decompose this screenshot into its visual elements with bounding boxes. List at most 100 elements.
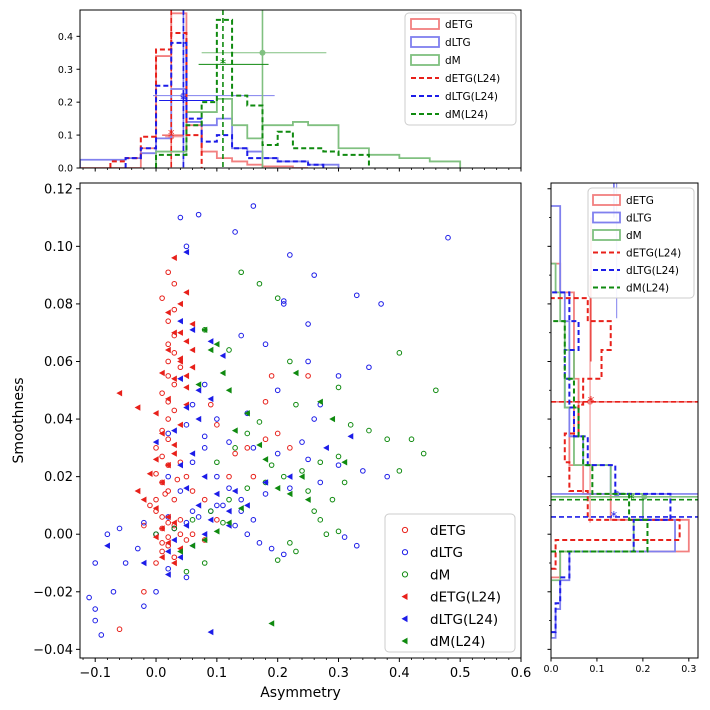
point-dltg xyxy=(165,430,171,437)
legend-marker xyxy=(401,615,408,623)
point-dltg xyxy=(262,491,269,497)
right-median-marker: * xyxy=(611,510,618,525)
point-dltg xyxy=(226,439,232,445)
point-detg xyxy=(153,470,159,477)
point-dm xyxy=(299,468,305,474)
point-dltg xyxy=(153,588,159,595)
right-hist-step xyxy=(551,320,649,553)
point-dltg xyxy=(189,459,196,466)
point-dltg xyxy=(189,401,196,408)
legend-marker xyxy=(401,637,408,645)
point-detg xyxy=(177,364,184,371)
right-x-axis: 0.0 0.1 0.2 0.3 xyxy=(543,658,696,675)
point-dltg xyxy=(122,560,129,566)
point-dltg xyxy=(214,502,220,509)
point-dml24 xyxy=(304,496,311,503)
top-legend-swatch xyxy=(410,54,440,66)
point-dltg xyxy=(335,373,342,379)
point-detg xyxy=(159,453,165,460)
point-detgl24 xyxy=(165,539,171,547)
right-legend-label: dLTG xyxy=(626,213,652,225)
point-dm xyxy=(341,479,348,486)
top-hist-step xyxy=(155,97,462,168)
right-legend-label: dM(L24) xyxy=(626,283,669,295)
right-legend-swatch xyxy=(592,211,621,224)
main-scatter-panel: −0.1 0.0 0.1 0.2 0.3 0.4 0.5 0.6Asymmetry−0.04−… xyxy=(11,182,531,701)
top-bars: * * * xyxy=(80,10,462,168)
point-dltg xyxy=(183,574,190,581)
point-detgl24 xyxy=(171,375,177,382)
point-detgl24 xyxy=(189,364,196,371)
point-detgl24 xyxy=(165,513,171,521)
point-dltg xyxy=(86,594,92,601)
point-detg xyxy=(159,295,165,301)
top-x-axis xyxy=(82,168,522,172)
point-dltgl24 xyxy=(183,484,190,492)
point-dltg xyxy=(250,203,257,209)
point-dltgl24 xyxy=(189,326,196,334)
y-tick-label: 0.12 xyxy=(44,182,73,197)
point-detg xyxy=(141,588,147,595)
point-dltgl24 xyxy=(171,427,177,434)
point-detg xyxy=(268,373,275,379)
point-dm xyxy=(287,358,293,365)
main-x-axis: −0.1 0.0 0.1 0.2 0.3 0.4 0.5 0.6 Asymmetry xyxy=(79,658,531,701)
point-detgl24 xyxy=(183,338,190,345)
point-detgl24 xyxy=(183,384,190,391)
point-dltg xyxy=(165,565,171,572)
point-detg xyxy=(207,401,214,408)
point-detg xyxy=(183,537,190,543)
top-median-marker: * xyxy=(220,57,227,72)
point-dltgl24 xyxy=(177,554,183,561)
point-dm xyxy=(311,508,317,514)
point-detg xyxy=(171,350,178,356)
point-dltg xyxy=(214,473,220,480)
point-detgl24 xyxy=(183,289,190,296)
right-median-marker xyxy=(587,398,594,405)
x-tick-label: 0.5 xyxy=(450,666,471,681)
legend-marker xyxy=(401,526,409,534)
point-dltgl24 xyxy=(286,473,293,480)
point-dltg xyxy=(299,439,305,445)
top-series-dml24: * xyxy=(155,10,370,168)
y-tick-label: 0.06 xyxy=(44,355,73,370)
legend-marker xyxy=(401,593,408,600)
right-frame xyxy=(550,182,699,659)
top-legend-swatch xyxy=(410,18,440,30)
point-dltg xyxy=(141,519,147,526)
point-dltg xyxy=(250,445,257,451)
y-tick-label: 0.04 xyxy=(44,413,73,428)
point-detgl24 xyxy=(165,309,171,316)
point-detgl24 xyxy=(189,346,196,354)
point-dm xyxy=(268,462,275,468)
point-detgl24 xyxy=(183,372,190,380)
top-series-dltgl24: * xyxy=(124,10,325,168)
point-dltg xyxy=(92,606,99,612)
point-dltgl24 xyxy=(189,450,196,457)
point-dltgl24 xyxy=(171,536,177,544)
point-detgl24 xyxy=(152,410,159,417)
y-tick-label: −0.04 xyxy=(33,643,73,658)
legend-label: dLTG(L24) xyxy=(430,612,498,628)
point-dm xyxy=(347,422,354,428)
legend-marker xyxy=(401,571,409,578)
point-dltg xyxy=(353,292,360,299)
x-tick-label: 0.6 xyxy=(511,666,532,681)
point-detg xyxy=(174,476,181,483)
point-dltg xyxy=(280,301,287,307)
point-detgl24 xyxy=(116,389,123,397)
main-y-axis: −0.04 −0.02 0.00 0.02 0.04 0.06 0.08 0.10 0.12 Sm… xyxy=(11,182,80,658)
point-dltg xyxy=(311,272,317,278)
point-dm xyxy=(189,517,196,523)
point-dltg xyxy=(280,298,287,304)
point-dltg xyxy=(256,540,263,546)
point-dltg xyxy=(92,617,99,624)
point-dltgl24 xyxy=(207,338,214,345)
point-dm xyxy=(238,269,244,276)
point-detg xyxy=(232,450,238,457)
right-x-tick-label: 0.3 xyxy=(681,664,696,675)
x-tick-label: 0.3 xyxy=(328,666,349,681)
x-tick-label: 0.2 xyxy=(267,666,288,681)
point-detg xyxy=(250,473,257,480)
point-dltgl24 xyxy=(207,516,214,524)
